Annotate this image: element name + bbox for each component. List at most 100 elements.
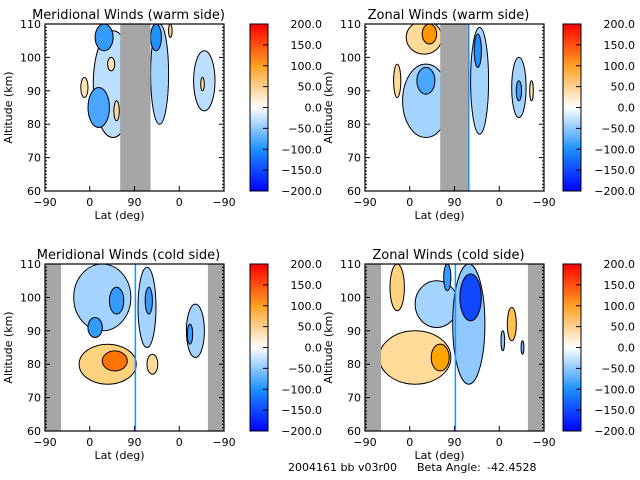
colorbar-tick-label: 200.0 — [291, 18, 323, 31]
y-tick-label: 90 — [347, 325, 361, 338]
contour-region — [389, 264, 405, 312]
x-tick-label: 90 — [128, 436, 142, 449]
contour-region — [87, 317, 103, 338]
colorbar-tick-label: −150.0 — [281, 164, 322, 177]
x-tick-label: 90 — [448, 436, 462, 449]
contour-layer — [45, 264, 224, 431]
x-tick-label: −90 — [532, 436, 555, 449]
colorbar-tick-label: −200.0 — [281, 425, 322, 438]
y-tick-label: 60 — [347, 185, 361, 198]
y-tick-label: 100 — [20, 291, 41, 304]
y-tick-label: 60 — [347, 425, 361, 438]
x-tick-label: −90 — [212, 436, 235, 449]
contour-region — [113, 100, 120, 122]
contour-layer — [365, 264, 544, 431]
contour-region — [500, 330, 506, 352]
colorbar-tick-label: 200.0 — [604, 258, 636, 271]
contour-region — [515, 80, 523, 102]
colorbar-tick-label: −200.0 — [281, 185, 322, 198]
x-axis-label: Lat (deg) — [415, 449, 465, 462]
x-tick-label: 0 — [86, 436, 93, 449]
colorbar-tick-label: 0.0 — [618, 342, 636, 355]
contour-region — [393, 63, 402, 99]
y-tick-label: 90 — [27, 325, 41, 338]
contour-region — [416, 66, 436, 95]
no-data-band — [365, 264, 382, 431]
colorbar-tick-label: −150.0 — [281, 404, 322, 417]
x-axis-label: Lat (deg) — [415, 209, 465, 222]
no-data-band — [207, 264, 224, 431]
footer-beta-label: Beta Angle: — [417, 461, 481, 474]
colorbar-tick-label: 50.0 — [298, 81, 323, 94]
y-axis-label: Altitude (km) — [2, 311, 15, 383]
contour-region — [520, 340, 525, 355]
colorbar-tick-label: −50.0 — [288, 122, 322, 135]
x-tick-label: 0 — [496, 196, 503, 209]
x-tick-label: 0 — [176, 196, 183, 209]
contour-region — [200, 76, 205, 92]
footer-id-text: 2004161 bb v03r00 — [288, 461, 397, 474]
y-tick-label: 110 — [20, 258, 41, 271]
contour-region — [443, 264, 452, 292]
colorbar-tick-label: 100.0 — [604, 60, 636, 73]
contour-region — [150, 24, 162, 52]
contour-region — [107, 56, 116, 72]
colorbar-tick-label: −100.0 — [594, 143, 635, 156]
contour-region — [168, 24, 173, 38]
x-tick-label: 0 — [176, 436, 183, 449]
chart-title: Meridional Winds (cold side) — [37, 248, 220, 263]
colorbar-tick-label: −200.0 — [594, 185, 635, 198]
x-axis-label: Lat (deg) — [95, 449, 145, 462]
colorbar-tick-label: 0.0 — [305, 342, 323, 355]
x-tick-label: 0 — [406, 196, 413, 209]
colorbar-tick-label: 200.0 — [604, 18, 636, 31]
x-tick-label: 0 — [496, 436, 503, 449]
y-tick-label: 90 — [27, 85, 41, 98]
contour-region — [430, 343, 450, 372]
y-tick-label: 100 — [340, 51, 361, 64]
colorbar-tick-label: 50.0 — [611, 321, 636, 334]
panel-0: 60 70 80 90 100 110 −90 0 90 0 −90 Meridional Winds… — [2, 8, 322, 222]
y-tick-label: 70 — [27, 152, 41, 165]
contour-layer — [393, 24, 534, 191]
contour-region — [414, 280, 459, 329]
footer-beta-value: -42.4528 — [487, 461, 536, 474]
colorbar-tick-label: 200.0 — [291, 258, 323, 271]
colorbar-tick-label: −150.0 — [594, 164, 635, 177]
colorbar-tick-label: 150.0 — [604, 39, 636, 52]
x-tick-label: −90 — [33, 436, 56, 449]
y-tick-label: 70 — [27, 392, 41, 405]
no-data-band — [440, 24, 469, 191]
x-tick-label: −90 — [532, 196, 555, 209]
colorbar-tick-label: −100.0 — [281, 383, 322, 396]
colorbar-tick-label: 150.0 — [604, 279, 636, 292]
contour-region — [80, 77, 89, 98]
x-axis-label: Lat (deg) — [95, 209, 145, 222]
contour-region — [421, 24, 438, 45]
contour-region — [146, 353, 159, 375]
contour-region — [459, 273, 482, 322]
y-tick-label: 80 — [347, 358, 361, 371]
x-tick-label: −90 — [353, 196, 376, 209]
contour-layer — [80, 24, 216, 191]
y-tick-label: 70 — [347, 152, 361, 165]
colorbar-tick-label: 0.0 — [618, 102, 636, 115]
y-axis-label: Altitude (km) — [322, 311, 335, 383]
contour-region — [108, 286, 125, 315]
contour-region — [186, 323, 194, 345]
x-tick-label: −90 — [212, 196, 235, 209]
no-data-band — [45, 264, 62, 431]
y-tick-label: 90 — [347, 85, 361, 98]
x-tick-label: −90 — [33, 196, 56, 209]
colorbar-tick-label: −50.0 — [601, 362, 635, 375]
panel-3: 60 70 80 90 100 110 −90 0 90 0 −90 Zonal Winds (col… — [322, 248, 635, 462]
y-tick-label: 110 — [20, 18, 41, 31]
contour-region — [87, 87, 110, 128]
colorbar-tick-label: −50.0 — [288, 362, 322, 375]
colorbar-tick-label: 100.0 — [291, 300, 323, 313]
y-tick-label: 70 — [347, 392, 361, 405]
chart-title: Meridional Winds (warm side) — [32, 8, 225, 23]
y-axis-label: Altitude (km) — [322, 71, 335, 143]
y-tick-label: 80 — [347, 118, 361, 131]
colorbar-tick-label: −100.0 — [594, 383, 635, 396]
